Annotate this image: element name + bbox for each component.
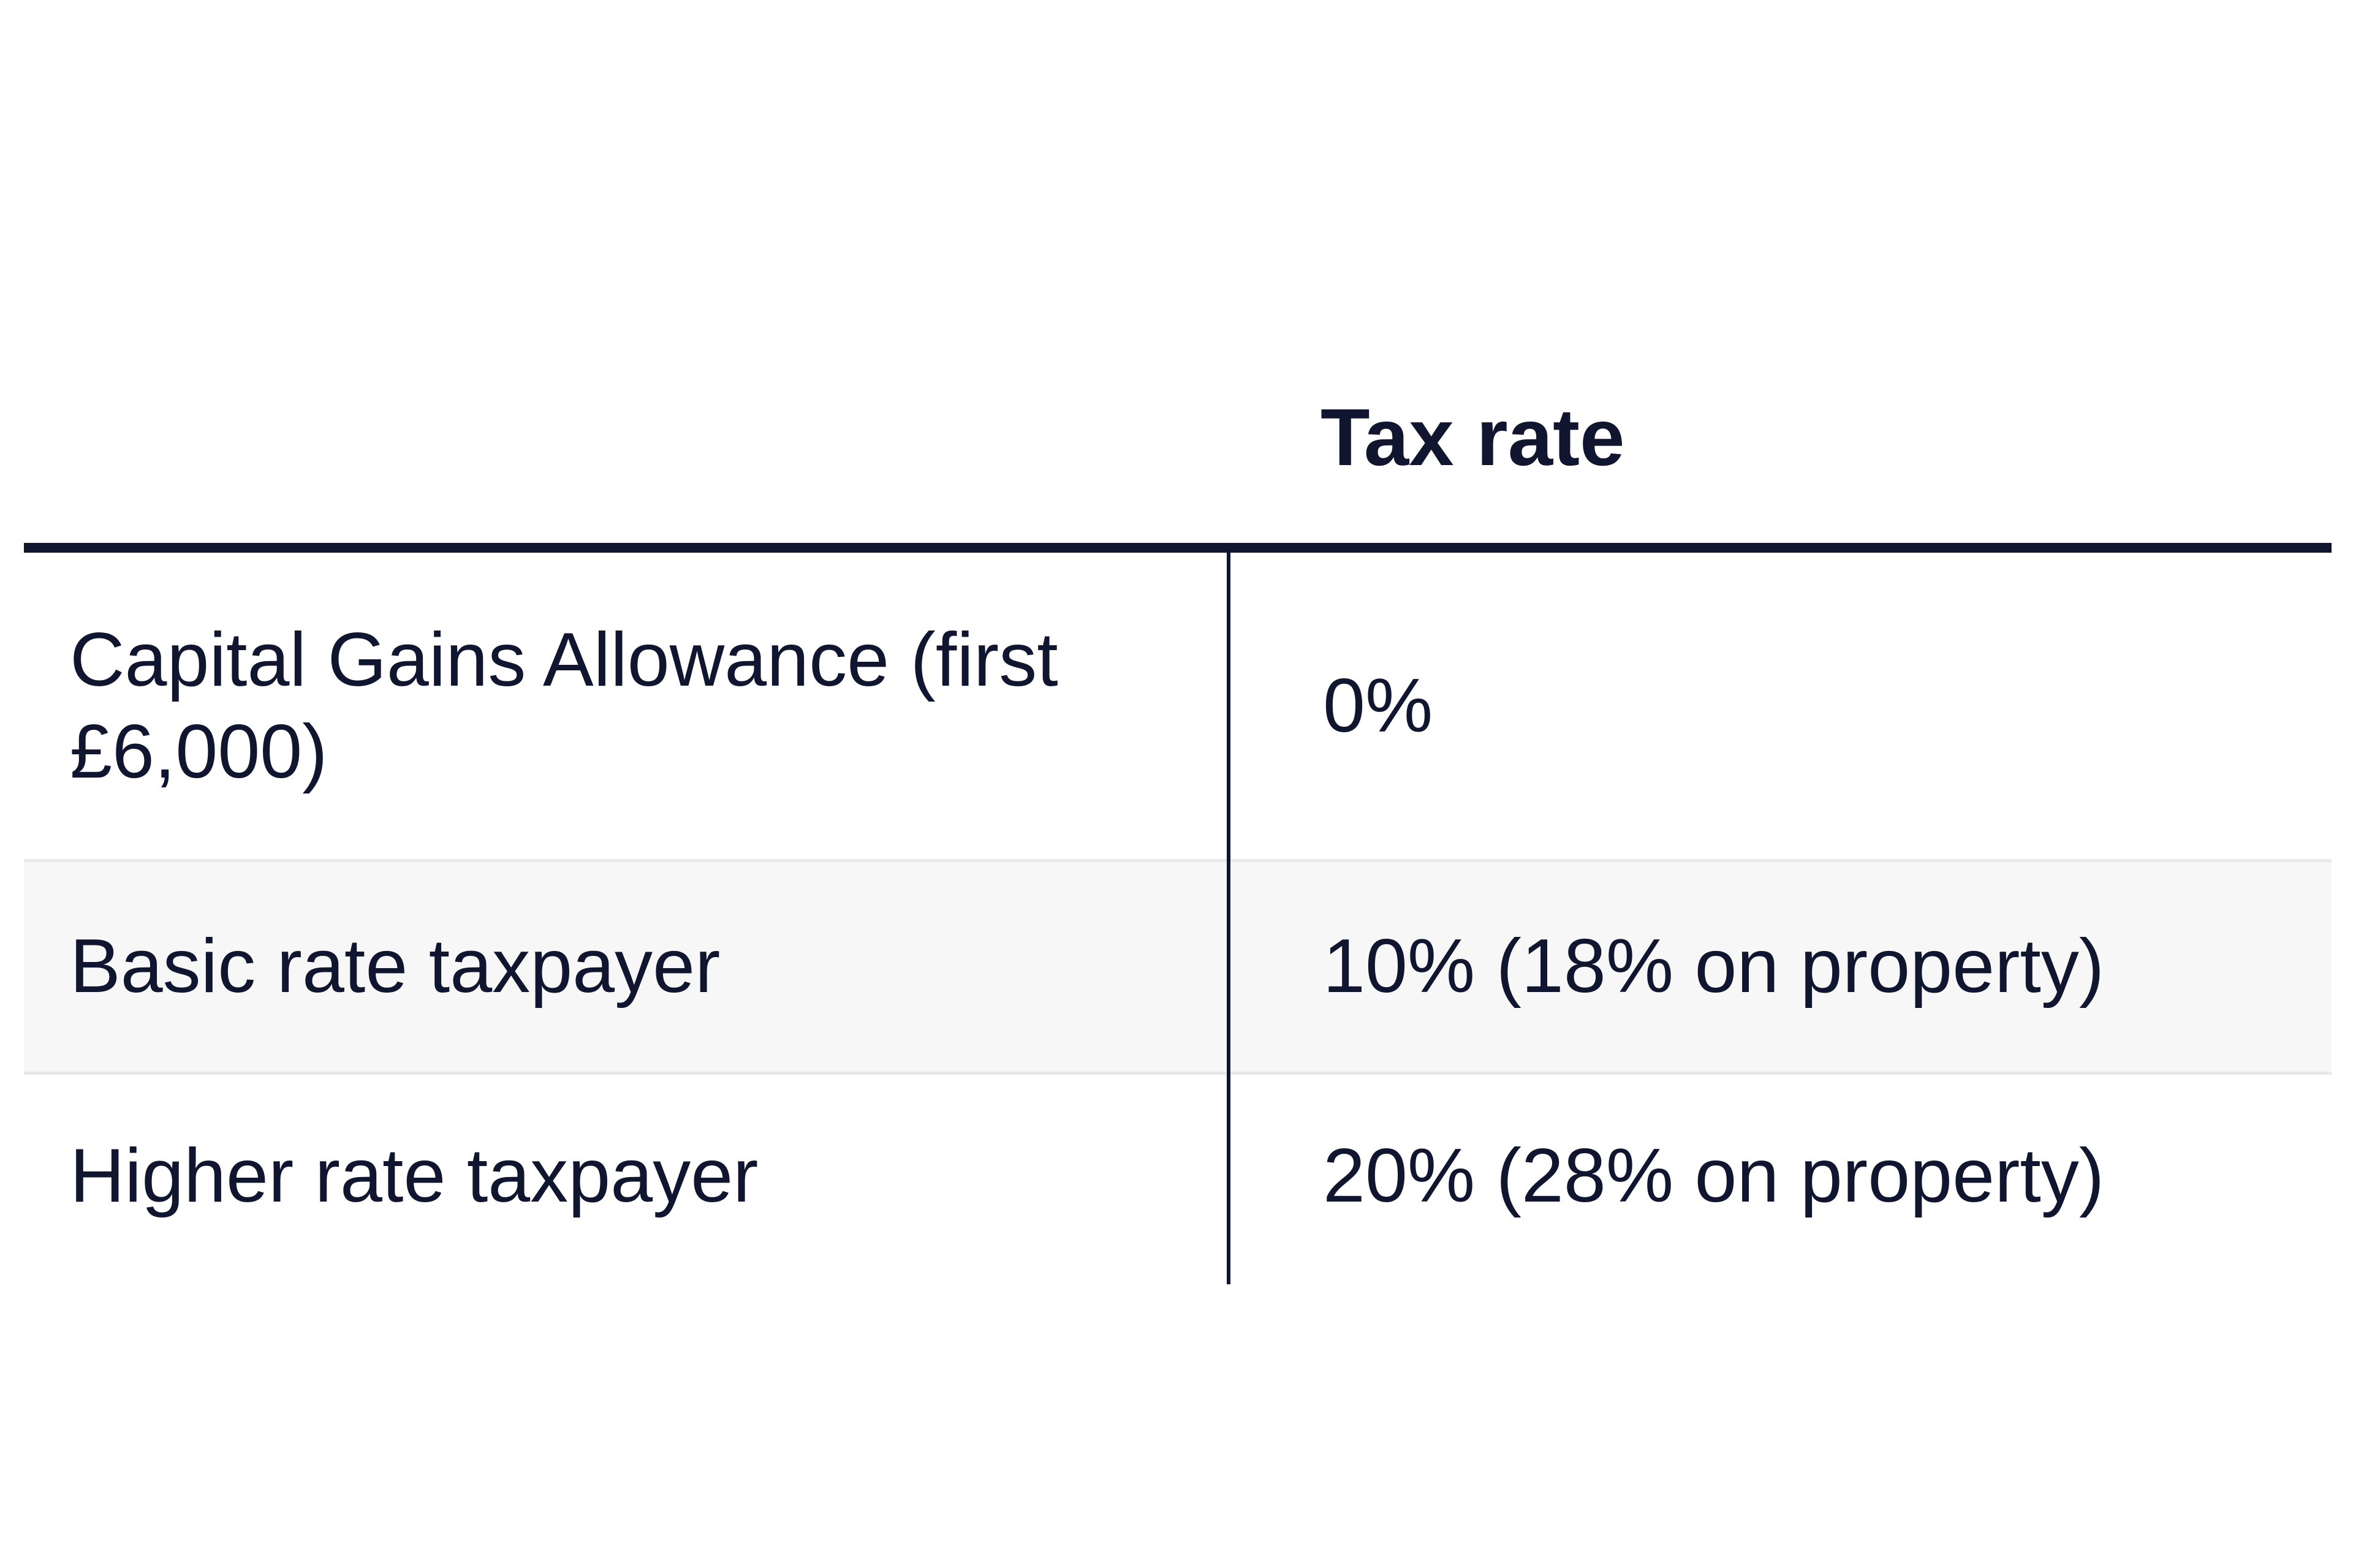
row-label-basic-rate: Basic rate taxpayer	[70, 924, 721, 1009]
row-label-capital-gains-allowance: Capital Gains Allowance (first £6,000)	[70, 618, 1058, 794]
row-value-basic-rate: 10% (18% on property)	[1323, 924, 2105, 1009]
header-rule	[24, 543, 2332, 553]
table-body: Capital Gains Allowance (first £6,000) 0…	[24, 553, 2332, 1284]
table-row: Higher rate taxpayer 20% (28% on propert…	[24, 1075, 2332, 1284]
row-label-higher-rate: Higher rate taxpayer	[70, 1134, 759, 1218]
table-header: Tax rate	[24, 343, 2332, 553]
row-value-capital-gains-allowance: 0%	[1323, 664, 1433, 748]
table-row: Capital Gains Allowance (first £6,000) 0…	[24, 553, 2332, 859]
row-value-higher-rate: 20% (28% on property)	[1323, 1134, 2105, 1218]
header-tax-rate: Tax rate	[1320, 392, 1625, 482]
tax-rate-table: Tax rate Capital Gains Allowance (first …	[24, 343, 2332, 1284]
table-row: Basic rate taxpayer 10% (18% on property…	[24, 859, 2332, 1075]
column-divider	[1227, 553, 1230, 1284]
